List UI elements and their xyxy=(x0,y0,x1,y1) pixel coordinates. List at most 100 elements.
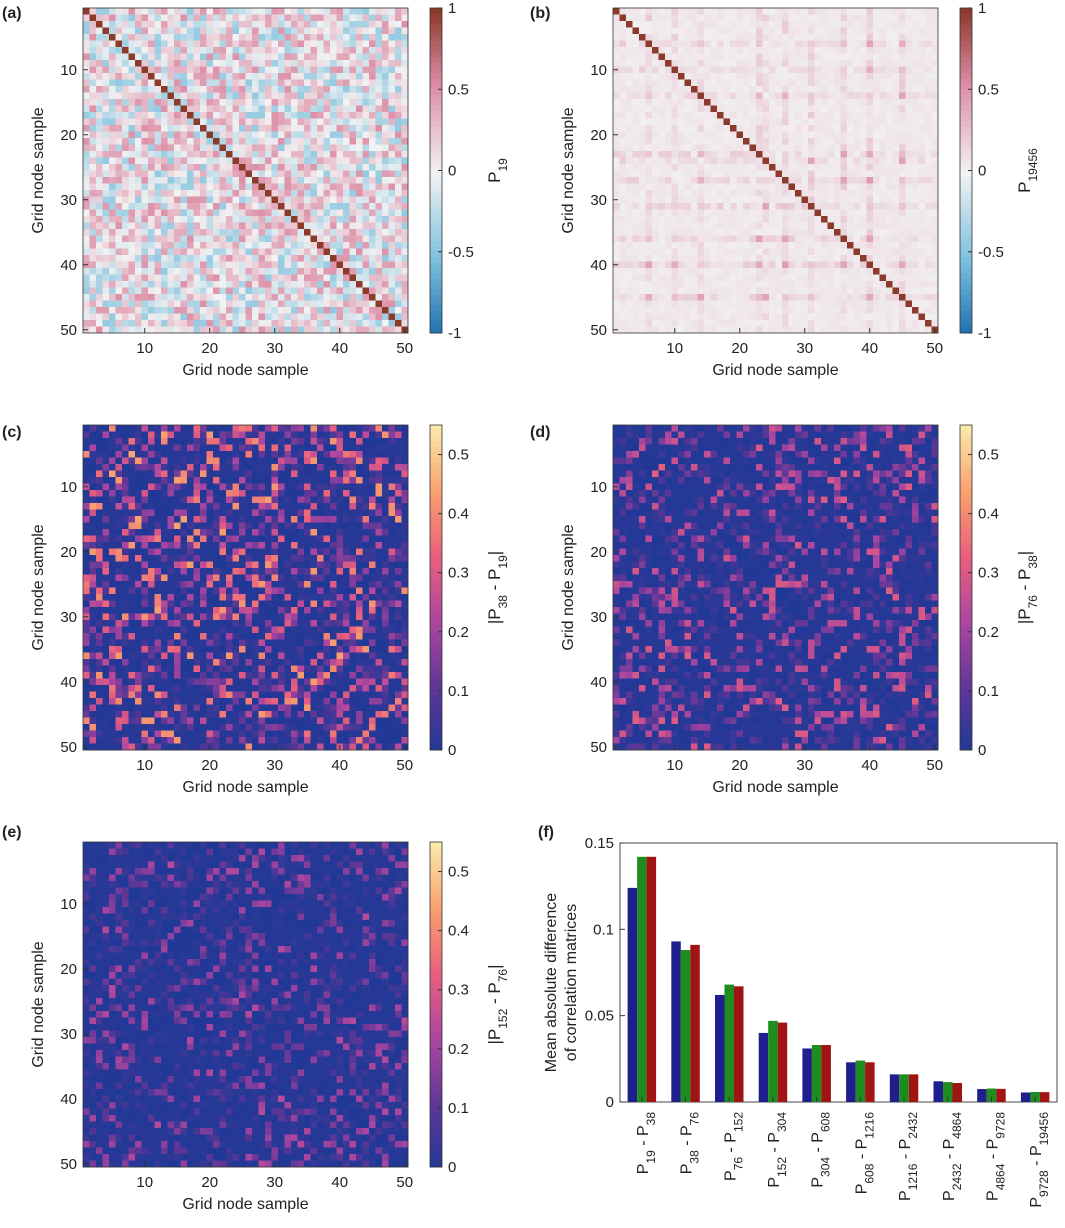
heatmap-cell xyxy=(154,255,162,262)
heatmap-cell xyxy=(128,60,136,67)
heatmap-cell xyxy=(632,229,640,236)
heatmap-cell xyxy=(265,313,272,321)
y-tick-label: 30 xyxy=(60,192,77,209)
heatmap-cell xyxy=(840,209,848,217)
heatmap-cell xyxy=(297,320,305,327)
heatmap-cell xyxy=(691,8,698,15)
heatmap-cell xyxy=(154,313,162,321)
heatmap-cell xyxy=(193,177,201,184)
heatmap-cell xyxy=(310,92,318,100)
heatmap-cell xyxy=(782,144,789,152)
heatmap-cell xyxy=(658,261,666,269)
heatmap-cell xyxy=(788,313,796,321)
heatmap-cell xyxy=(860,170,867,178)
heatmap-cell xyxy=(297,73,305,80)
heatmap-cell xyxy=(161,79,168,87)
heatmap-cell xyxy=(83,27,90,35)
heatmap-cell xyxy=(122,86,129,93)
heatmap-cell xyxy=(245,138,253,145)
heatmap-cell xyxy=(912,144,919,152)
heatmap-cell xyxy=(788,53,796,61)
heatmap-cell xyxy=(905,53,913,61)
heatmap-cell xyxy=(369,73,376,80)
heatmap-cell xyxy=(665,183,672,191)
heatmap-cell xyxy=(905,196,913,204)
heatmap-cell xyxy=(369,196,376,204)
heatmap-cell xyxy=(749,183,757,191)
heatmap-cell xyxy=(128,27,136,35)
heatmap-cell xyxy=(395,86,402,93)
heatmap-cell xyxy=(691,281,698,288)
heatmap-cell xyxy=(860,112,867,119)
heatmap-cell xyxy=(821,14,828,22)
heatmap-cell xyxy=(369,27,376,35)
heatmap-cell xyxy=(304,157,311,165)
heatmap-cell xyxy=(723,177,731,184)
heatmap-cell xyxy=(135,27,142,35)
heatmap-cell xyxy=(187,79,194,87)
heatmap-cell xyxy=(115,268,123,275)
heatmap-cell xyxy=(632,248,640,256)
heatmap-cell xyxy=(323,79,331,87)
heatmap-diagonal-cell xyxy=(310,235,318,243)
heatmap-cell xyxy=(323,326,331,334)
heatmap-cell xyxy=(167,313,175,321)
heatmap-cell xyxy=(154,307,162,314)
heatmap-cell xyxy=(756,164,763,171)
heatmap-cell xyxy=(219,248,227,256)
heatmap-cell xyxy=(161,53,168,61)
heatmap-cell xyxy=(834,203,841,210)
heatmap-cell xyxy=(931,190,939,197)
heatmap-cell xyxy=(304,177,311,184)
heatmap-cell xyxy=(252,105,259,113)
heatmap-cell xyxy=(128,177,136,184)
heatmap-cell xyxy=(323,300,331,308)
heatmap-cell xyxy=(343,118,350,126)
heatmap-cell xyxy=(756,307,763,314)
heatmap-cell xyxy=(388,21,396,28)
heatmap-cell xyxy=(769,313,776,321)
heatmap-cell xyxy=(206,79,214,87)
heatmap-diagonal-cell xyxy=(252,177,259,184)
heatmap-cell xyxy=(336,313,344,321)
heatmap-cell xyxy=(349,287,357,295)
heatmap-cell xyxy=(122,40,129,48)
heatmap-cell xyxy=(840,177,848,184)
heatmap-cell xyxy=(187,66,194,74)
heatmap-cell xyxy=(704,34,711,41)
heatmap-cell xyxy=(925,125,932,132)
heatmap-cell xyxy=(931,60,939,67)
heatmap-cell xyxy=(684,53,692,61)
heatmap-cell xyxy=(115,326,123,334)
heatmap-cell xyxy=(219,34,227,41)
heatmap-cell xyxy=(671,281,679,288)
heatmap-cell xyxy=(645,170,653,178)
heatmap-cell xyxy=(356,209,363,217)
heatmap-cell xyxy=(717,53,724,61)
heatmap-cell xyxy=(814,112,822,119)
heatmap-cell xyxy=(317,27,324,35)
heatmap-cell xyxy=(226,320,233,327)
heatmap-cell xyxy=(401,320,409,327)
heatmap-cell xyxy=(349,170,357,178)
heatmap-cell xyxy=(349,235,357,243)
heatmap-cell xyxy=(187,131,194,139)
heatmap-cell xyxy=(626,157,633,165)
heatmap-cell xyxy=(756,229,763,236)
heatmap-cell xyxy=(899,86,906,93)
heatmap-cell xyxy=(278,66,285,74)
heatmap-cell xyxy=(665,99,672,106)
heatmap-cell xyxy=(187,209,194,217)
heatmap-cell xyxy=(317,203,324,210)
heatmap-cell xyxy=(658,235,666,243)
heatmap-cell xyxy=(265,261,272,269)
heatmap-cell xyxy=(122,235,129,243)
heatmap-cell xyxy=(89,222,97,230)
heatmap-cell xyxy=(401,105,409,113)
heatmap-cell xyxy=(834,170,841,178)
heatmap-cell xyxy=(193,235,201,243)
heatmap-cell xyxy=(323,235,331,243)
heatmap-cell xyxy=(291,151,298,158)
heatmap-cell xyxy=(814,313,822,321)
heatmap-cell xyxy=(317,313,324,321)
